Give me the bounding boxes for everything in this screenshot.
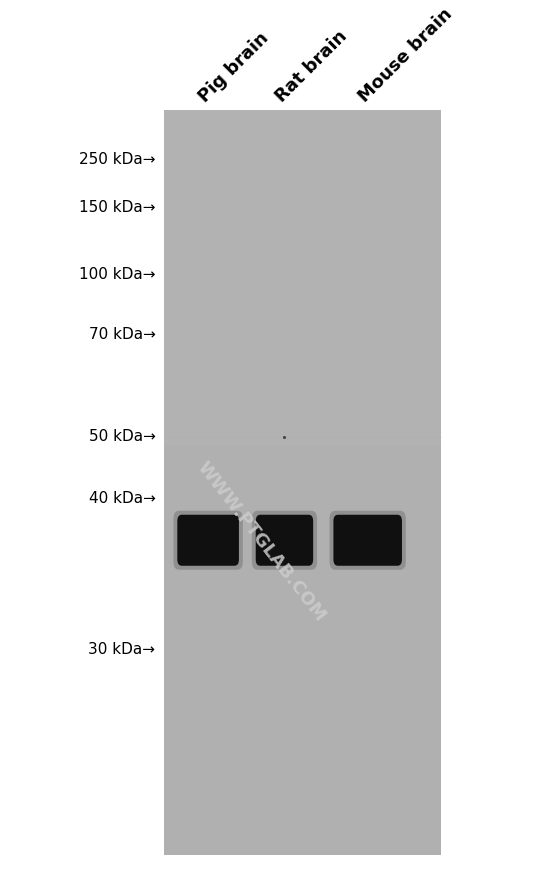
FancyBboxPatch shape: [334, 515, 402, 566]
Text: Mouse brain: Mouse brain: [355, 5, 456, 106]
FancyBboxPatch shape: [173, 510, 243, 570]
FancyBboxPatch shape: [256, 515, 313, 566]
Text: 250 kDa→: 250 kDa→: [79, 152, 155, 167]
Text: 150 kDa→: 150 kDa→: [79, 199, 155, 214]
Bar: [164, 110, 441, 855]
FancyBboxPatch shape: [178, 515, 239, 566]
FancyBboxPatch shape: [330, 510, 406, 570]
Text: Rat brain: Rat brain: [272, 27, 350, 106]
Text: Pig brain: Pig brain: [195, 29, 273, 106]
Text: 70 kDa→: 70 kDa→: [89, 327, 155, 342]
FancyBboxPatch shape: [252, 510, 317, 570]
Text: 100 kDa→: 100 kDa→: [79, 267, 155, 282]
Text: WWW.PTGLAB.COM: WWW.PTGLAB.COM: [193, 459, 329, 625]
Bar: [164, 110, 441, 445]
Text: 40 kDa→: 40 kDa→: [89, 490, 155, 505]
Text: 50 kDa→: 50 kDa→: [89, 429, 155, 444]
Text: 30 kDa→: 30 kDa→: [88, 642, 155, 657]
